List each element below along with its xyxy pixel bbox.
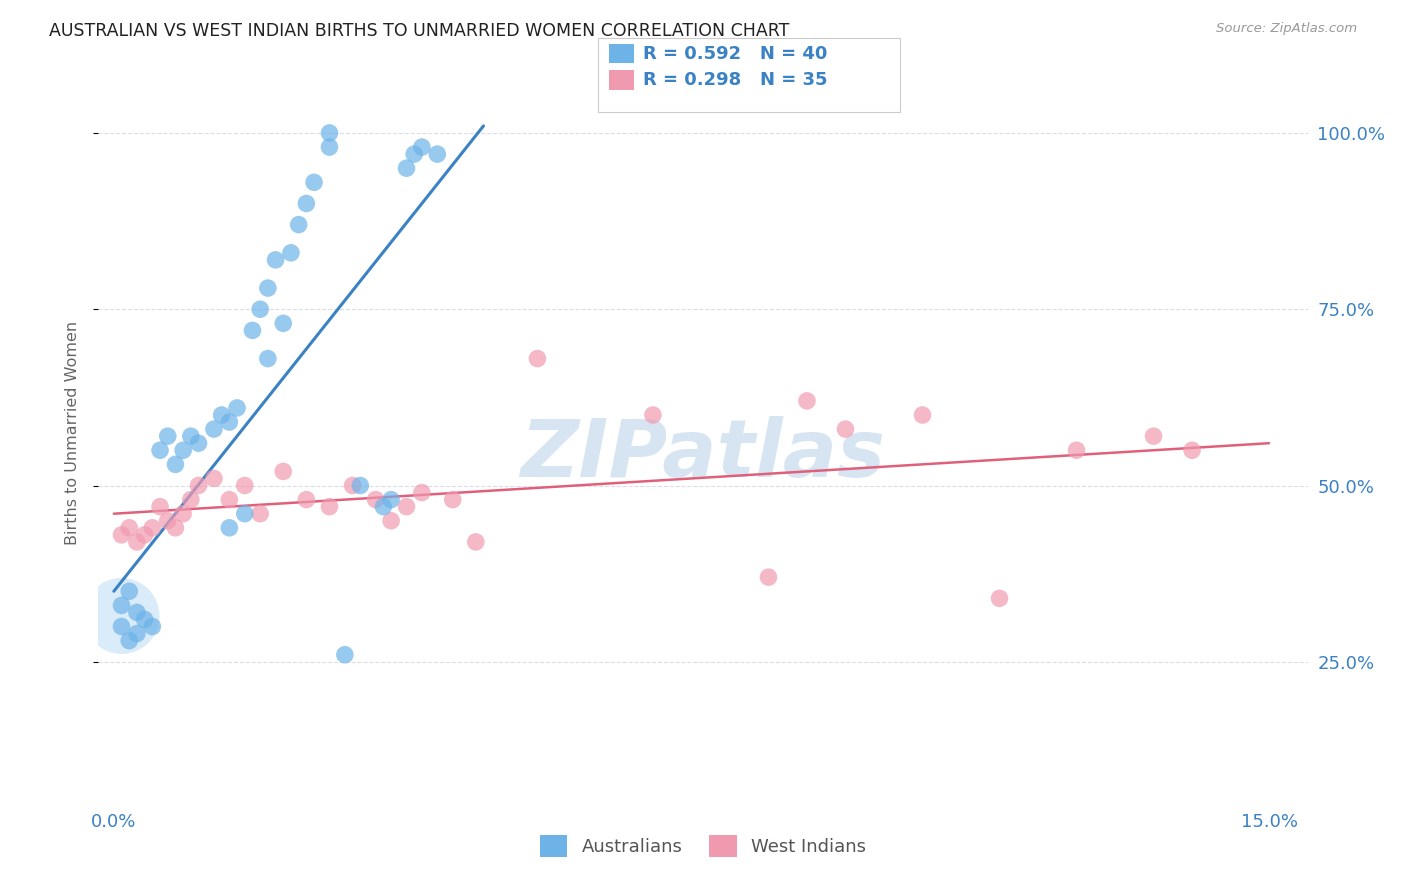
Point (118, 633, 141, 648)
Point (373, 500, 395, 514)
Point (242, 323, 264, 337)
Point (302, 175, 325, 189)
Point (988, 591, 1011, 606)
Point (911, 408, 934, 422)
Point (426, 147, 449, 161)
Point (118, 521, 141, 535)
Point (110, 528, 132, 542)
Text: ZIPatlas: ZIPatlas (520, 416, 886, 494)
Point (249, 302, 271, 317)
Point (271, 464, 294, 478)
Point (364, 492, 387, 507)
Point (526, 351, 548, 366)
Point (118, 584, 141, 599)
Point (411, 485, 433, 500)
Point (187, 478, 209, 492)
Point (172, 443, 194, 458)
Point (441, 492, 464, 507)
Point (149, 443, 172, 458)
Point (257, 351, 280, 366)
Point (271, 316, 294, 330)
Point (295, 196, 318, 211)
Point (257, 281, 280, 295)
Point (342, 478, 364, 492)
Point (172, 507, 194, 521)
Legend: Australians, West Indians: Australians, West Indians (533, 828, 873, 864)
Point (796, 393, 818, 408)
Point (156, 429, 179, 443)
Point (318, 126, 340, 140)
Point (125, 626, 148, 640)
Point (249, 507, 271, 521)
Point (233, 507, 256, 521)
Point (134, 612, 156, 626)
Point (380, 492, 402, 507)
Point (211, 408, 233, 422)
Point (404, 147, 426, 161)
Point (125, 606, 148, 620)
Point (226, 401, 249, 415)
Text: R = 0.592   N = 40: R = 0.592 N = 40 (643, 45, 827, 62)
Point (156, 514, 179, 528)
Point (395, 161, 418, 176)
Point (233, 478, 256, 492)
Point (180, 492, 202, 507)
Point (295, 492, 318, 507)
Point (180, 429, 202, 443)
Point (187, 436, 209, 450)
Point (165, 458, 187, 472)
Point (758, 570, 780, 584)
Point (141, 521, 163, 535)
Point (464, 535, 486, 549)
Point (1066, 443, 1088, 458)
Point (149, 500, 172, 514)
Point (1181, 443, 1204, 458)
Point (110, 619, 132, 633)
Point (202, 422, 225, 436)
Point (641, 408, 664, 422)
Point (202, 471, 225, 485)
Point (110, 599, 132, 613)
Point (380, 514, 402, 528)
Point (333, 648, 356, 662)
Text: Source: ZipAtlas.com: Source: ZipAtlas.com (1216, 22, 1357, 36)
Point (165, 521, 187, 535)
Point (218, 521, 240, 535)
Text: R = 0.298   N = 35: R = 0.298 N = 35 (643, 71, 827, 89)
Point (349, 478, 371, 492)
Point (411, 140, 433, 154)
Y-axis label: Births to Unmarried Women: Births to Unmarried Women (65, 320, 80, 545)
Point (141, 619, 163, 633)
Point (125, 535, 148, 549)
Point (110, 609, 132, 624)
Point (318, 500, 340, 514)
Point (395, 500, 418, 514)
Point (1142, 429, 1164, 443)
Point (218, 415, 240, 429)
Text: AUSTRALIAN VS WEST INDIAN BIRTHS TO UNMARRIED WOMEN CORRELATION CHART: AUSTRALIAN VS WEST INDIAN BIRTHS TO UNMA… (49, 22, 790, 40)
Point (134, 528, 156, 542)
Point (287, 218, 309, 232)
Point (834, 422, 856, 436)
Point (280, 245, 302, 260)
Point (218, 492, 240, 507)
Point (264, 252, 287, 267)
Point (318, 140, 340, 154)
